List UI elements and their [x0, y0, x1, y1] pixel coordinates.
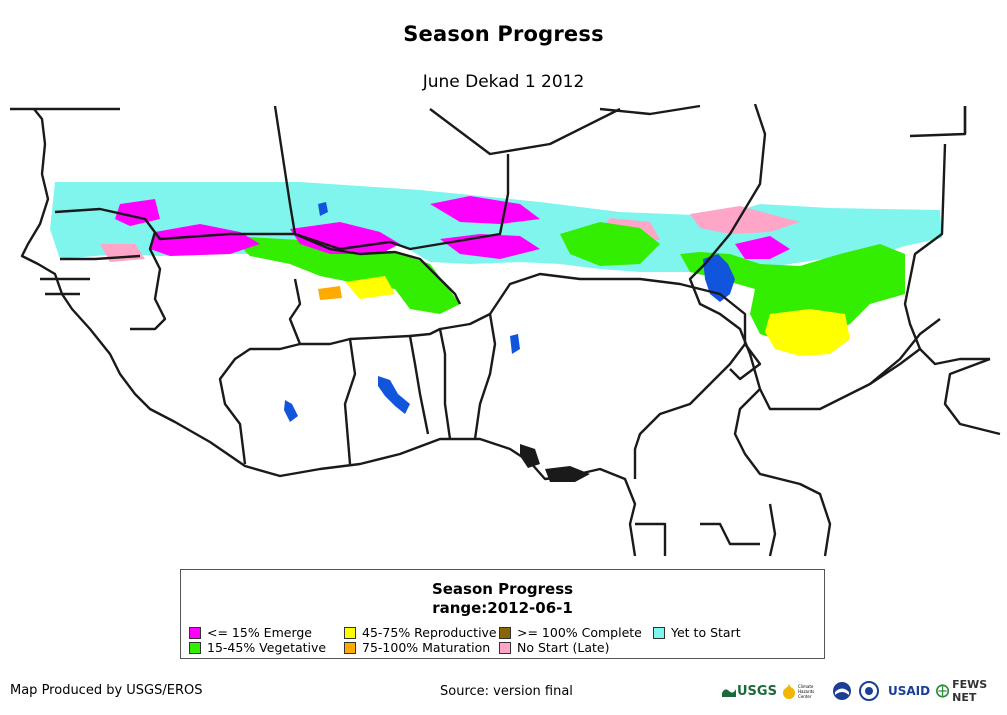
- reproductive-region: [345, 276, 850, 356]
- chc-logo: Climate Hazards Center: [782, 679, 826, 703]
- droplet-icon: [783, 684, 795, 699]
- usgs-logo: USGS: [722, 679, 778, 703]
- legend-item-yet-to-start: Yet to Start: [653, 626, 741, 640]
- usaid-logo: USAID: [888, 684, 931, 698]
- map-subtitle: June Dekad 1 2012: [422, 72, 585, 92]
- legend-item-no-start-late: No Start (Late): [499, 641, 609, 655]
- maturation-region: [318, 286, 342, 300]
- noaa-bird-icon: [833, 682, 851, 700]
- legend-item-emerge: <= 15% Emerge: [189, 626, 312, 640]
- legend-panel: Season Progress range:2012-06-1 <= 15% E…: [180, 569, 825, 659]
- legend-item-vegetative: 15-45% Vegetative: [189, 641, 326, 655]
- map-producer-credit: Map Produced by USGS/EROS: [10, 683, 203, 698]
- fews-net-logo: FEWS NET: [936, 678, 1004, 704]
- season-progress-map: [10, 104, 1001, 557]
- globe-icon: [936, 684, 950, 698]
- legend-range: range:2012-06-1: [432, 599, 573, 617]
- complete-swatch: [499, 627, 511, 639]
- map-title: Season Progress: [403, 22, 604, 46]
- seal-icon: [859, 681, 879, 701]
- vegetative-swatch: [189, 642, 201, 654]
- water-bodies: [284, 202, 735, 422]
- coastal-details: [520, 444, 590, 482]
- legend-item-maturation: 75-100% Maturation: [344, 641, 490, 655]
- noaa-logo: [832, 679, 856, 703]
- legend-item-reproductive: 45-75% Reproductive: [344, 626, 497, 640]
- yet-to-start-swatch: [653, 627, 665, 639]
- partner-logos: USGS Climate Hazards Center USAID FEWS N…: [722, 678, 1004, 704]
- emerge-swatch: [189, 627, 201, 639]
- legend-title: Season Progress: [431, 580, 574, 598]
- maturation-swatch: [344, 642, 356, 654]
- usgs-wave-icon: [722, 689, 736, 697]
- legend-item-complete: >= 100% Complete: [499, 626, 642, 640]
- reproductive-swatch: [344, 627, 356, 639]
- vegetative-region: [230, 222, 905, 344]
- usda-seal: [859, 679, 883, 703]
- country-borders: [10, 104, 1001, 557]
- no-start-late-swatch: [499, 642, 511, 654]
- data-source-note: Source: version final: [440, 684, 573, 699]
